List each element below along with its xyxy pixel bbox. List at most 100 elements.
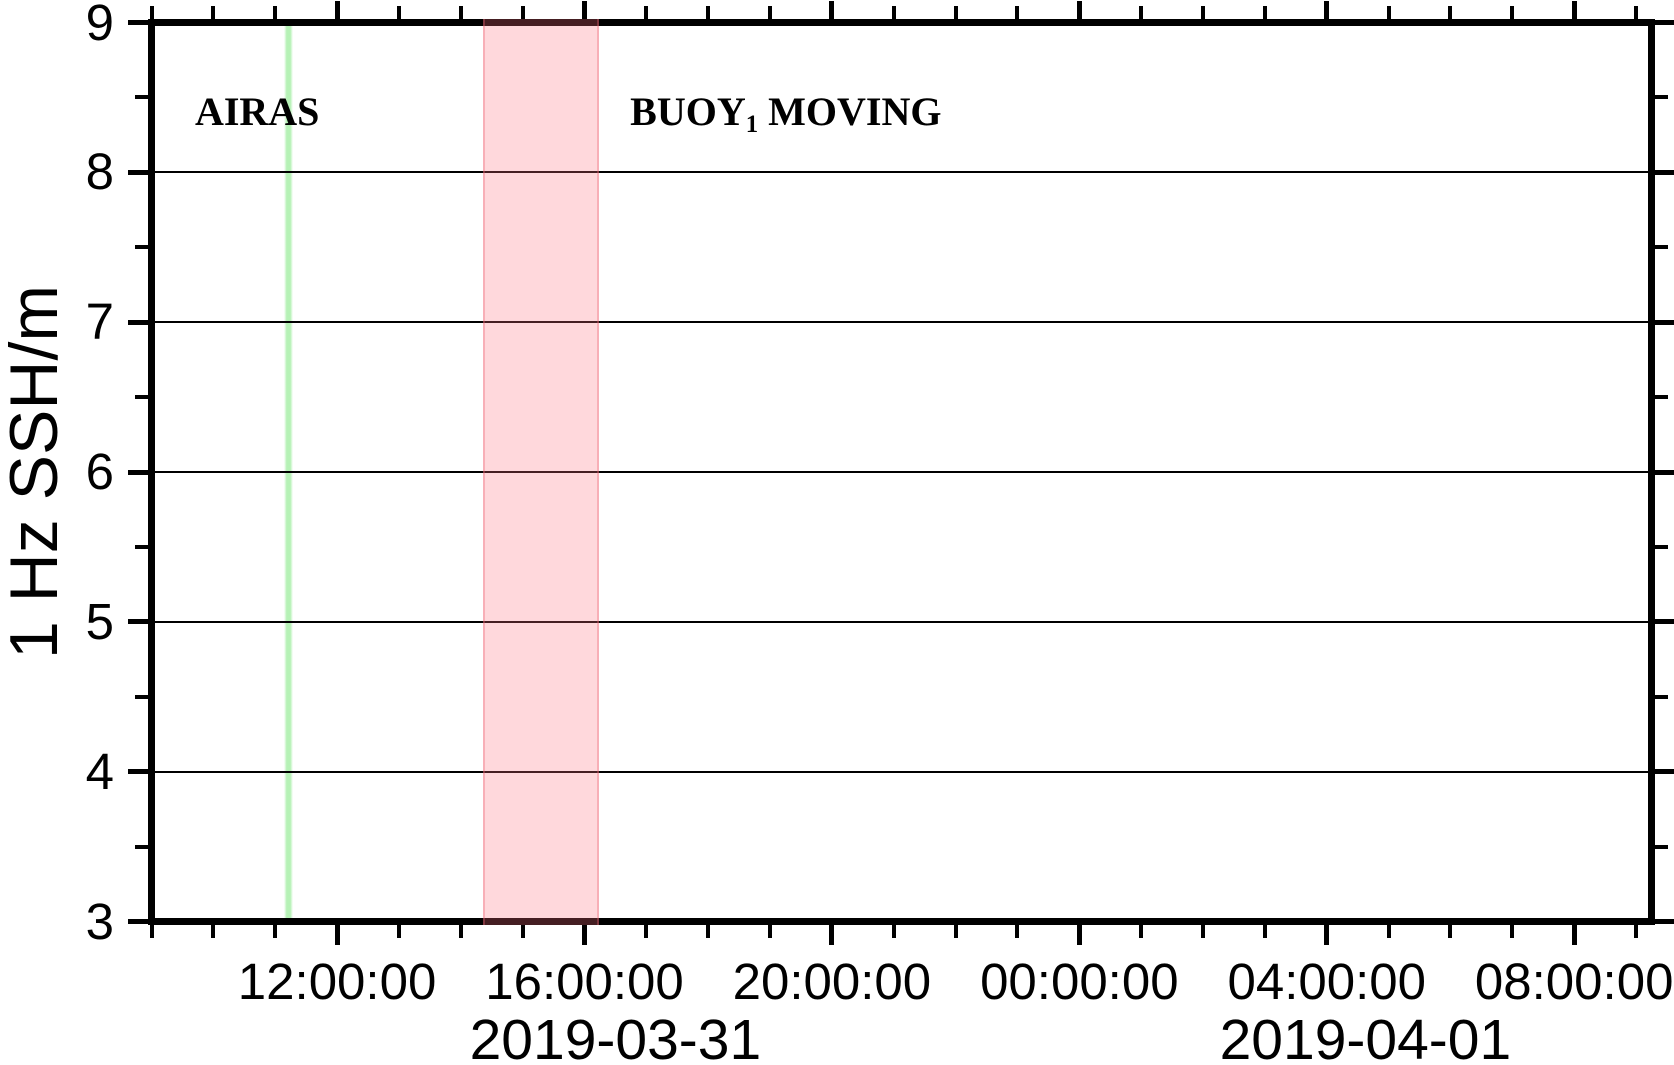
y-gridline [155,770,1648,773]
annotation-buoy-moving: BUOY1 MOVING [590,52,941,172]
x-minor-tick-bottom [149,925,154,938]
x-minor-tick-top [1448,6,1453,19]
x-major-tick-bottom [1324,925,1330,945]
x-major-tick-top [1571,1,1577,19]
y-major-tick-left [128,20,148,25]
x-major-tick-bottom [334,925,340,945]
x-axis-date-label: 2019-04-01 [1219,1008,1512,1065]
x-minor-tick-bottom [458,925,463,938]
y-minor-tick-right [1655,245,1668,250]
x-minor-tick-bottom [1510,925,1515,938]
y-major-tick-right [1655,169,1674,175]
x-minor-tick-top [953,6,958,19]
y-major-tick-left [128,469,148,475]
x-axis-date-label: 2019-03-31 [469,1008,762,1065]
y-major-tick-left [128,769,148,775]
y-tick-label: 8 [85,143,114,201]
x-major-tick-top [334,1,340,19]
y-gridline [155,321,1648,324]
x-minor-tick-bottom [1139,925,1144,938]
y-major-tick-left [128,619,148,625]
x-major-tick-top [1076,1,1082,19]
y-major-tick-right [1655,20,1674,25]
y-tick-label: 5 [85,592,114,650]
x-tick-label: 04:00:00 [1227,953,1427,1010]
x-minor-tick-top [458,6,463,19]
y-minor-tick-left [135,694,148,699]
y-minor-tick-left [135,95,148,100]
y-tick-label: 6 [85,443,114,500]
x-minor-tick-top [520,6,525,19]
x-minor-tick-top [396,6,401,19]
x-minor-tick-top [273,6,278,19]
x-minor-tick-top [1386,6,1391,19]
x-major-tick-bottom [581,925,587,945]
x-minor-tick-top [768,6,773,19]
x-minor-tick-bottom [1386,925,1391,938]
annotation-buoy-subscript: 1 [745,110,759,138]
y-minor-tick-left [135,245,148,250]
y-major-tick-right [1655,619,1674,625]
y-tick-label: 9 [85,0,114,51]
x-minor-tick-bottom [644,925,649,938]
x-minor-tick-bottom [768,925,773,938]
x-minor-tick-top [1262,6,1267,19]
x-minor-tick-top [706,6,711,19]
x-minor-tick-top [1015,6,1020,19]
y-tick-label: 4 [85,742,114,800]
y-minor-tick-right [1655,694,1668,699]
x-minor-tick-bottom [211,925,216,938]
y-major-tick-right [1655,469,1674,475]
x-minor-tick-bottom [891,925,896,938]
x-minor-tick-top [211,6,216,19]
x-minor-tick-bottom [1262,925,1267,938]
x-tick-label: 12:00:00 [237,953,437,1010]
x-minor-tick-bottom [1201,925,1206,938]
x-minor-tick-top [1139,6,1144,19]
x-minor-tick-top [149,6,154,19]
x-minor-tick-bottom [396,925,401,938]
y-minor-tick-right [1655,544,1668,549]
x-tick-label: 08:00:00 [1474,953,1674,1010]
y-minor-tick-right [1655,395,1668,400]
x-minor-tick-bottom [1015,925,1020,938]
y-gridline [155,171,1648,174]
y-minor-tick-left [135,844,148,849]
annotation-airas-text: AIRAS [194,88,320,134]
x-minor-tick-bottom [520,925,525,938]
x-major-tick-bottom [1076,925,1082,945]
y-major-tick-right [1655,769,1674,775]
x-tick-label: 20:00:00 [732,953,932,1010]
x-minor-tick-top [891,6,896,19]
x-tick-label: 00:00:00 [980,953,1179,1010]
annotation-airas: AIRAS [157,52,319,172]
y-major-tick-right [1655,919,1674,924]
x-minor-tick-top [644,6,649,19]
x-minor-tick-bottom [706,925,711,938]
x-minor-tick-bottom [953,925,958,938]
annotation-buoy-post: MOVING [758,88,942,134]
plot-frame-border [148,19,1655,925]
y-gridline [155,471,1648,473]
x-major-tick-bottom [829,925,835,945]
y-tick-label: 7 [85,293,114,351]
x-major-tick-top [829,1,835,19]
x-minor-tick-bottom [1448,925,1453,938]
event-band-pink [483,19,599,925]
y-tick-label: 3 [85,892,114,950]
x-tick-label: 16:00:00 [485,953,684,1010]
y-minor-tick-right [1655,844,1668,849]
x-minor-tick-top [1634,6,1639,19]
x-major-tick-top [581,1,587,19]
x-major-tick-bottom [1571,925,1577,945]
x-minor-tick-bottom [1634,925,1639,938]
y-major-tick-left [128,919,148,924]
annotation-buoy-pre: BUOY [630,88,746,134]
y-minor-tick-left [135,544,148,549]
y-major-tick-left [128,319,148,325]
x-minor-tick-top [1201,6,1206,19]
x-major-tick-top [1324,1,1330,19]
x-minor-tick-top [1510,6,1515,19]
y-gridline [155,620,1648,623]
